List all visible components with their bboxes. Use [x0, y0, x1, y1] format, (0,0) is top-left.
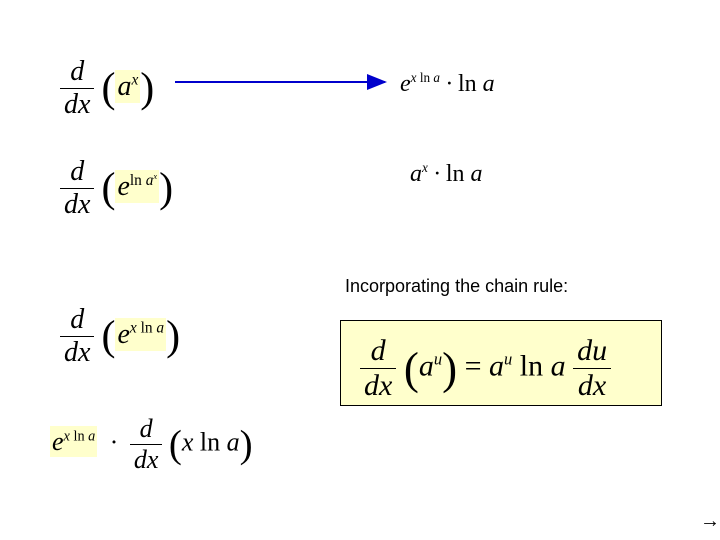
rhs-exp: u — [504, 349, 512, 368]
inner-hl: ex ln a — [115, 318, 166, 351]
ddx-frac: d dx — [60, 156, 94, 221]
den: dx — [60, 89, 94, 121]
ddx-frac: d dx — [130, 414, 163, 475]
num: d — [60, 304, 94, 337]
inner-hl: ax — [115, 70, 140, 103]
num: d — [60, 156, 94, 189]
inner-hl: eln ax — [115, 170, 159, 203]
chain-rule-formula: d dx (au) = au ln a du dx — [360, 334, 611, 403]
exp: u — [434, 349, 442, 368]
coeff-hl: ex ln a — [50, 426, 97, 457]
ddx-frac: d dx — [360, 334, 396, 403]
num: d — [60, 56, 94, 89]
den: dx — [360, 369, 396, 403]
den: dx — [130, 445, 163, 475]
eq-sign: = — [465, 349, 482, 382]
tail: x ln a — [182, 427, 240, 456]
base: e — [400, 71, 411, 97]
den: dx — [60, 337, 94, 369]
num: d — [130, 414, 163, 445]
ddx-frac: d dx — [60, 304, 94, 369]
eq-R1: ex ln a · ln a — [400, 70, 495, 98]
base: e — [117, 171, 129, 202]
rhs-mid: ln a — [520, 349, 573, 382]
base: e — [117, 319, 129, 350]
coeff-base: e — [52, 427, 64, 456]
eq-L4: ex ln a · d dx (x ln a) — [50, 414, 253, 475]
eq-L2: d dx (eln ax) — [60, 156, 173, 221]
next-slide-arrow-icon[interactable]: → — [700, 510, 720, 533]
num: d — [360, 334, 396, 369]
eq-L1: d dx (ax) — [60, 56, 154, 121]
ddx-frac: d dx — [60, 56, 94, 121]
post: · ln a — [428, 161, 483, 187]
base: a — [117, 71, 131, 102]
num: du — [573, 334, 611, 369]
eq-R2: ax · ln a — [410, 160, 483, 188]
den: dx — [60, 189, 94, 221]
eq-L3: d dx (ex ln a) — [60, 304, 180, 369]
chain-rule-caption: Incorporating the chain rule: — [345, 276, 568, 297]
exp: x — [131, 72, 138, 89]
post: · ln a — [440, 71, 495, 97]
den: dx — [573, 369, 611, 403]
base: a — [410, 161, 422, 187]
base: a — [419, 349, 434, 382]
dudx-frac: du dx — [573, 334, 611, 403]
rhs-base: a — [489, 349, 504, 382]
